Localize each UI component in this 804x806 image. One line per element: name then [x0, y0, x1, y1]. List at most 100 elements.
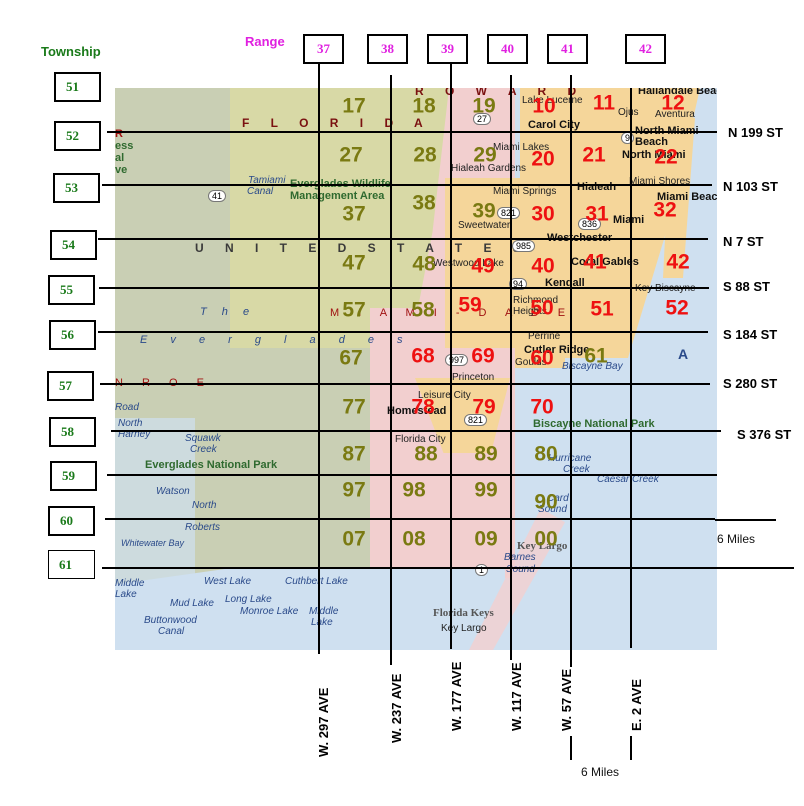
- section-19[interactable]: 19: [472, 94, 496, 118]
- range-line-38: [390, 75, 392, 665]
- section-10[interactable]: 10: [532, 94, 556, 118]
- section-00[interactable]: 00: [534, 527, 558, 551]
- section-68[interactable]: 68: [411, 344, 435, 368]
- section-07[interactable]: 07: [342, 527, 366, 551]
- range-box-40[interactable]: 40: [487, 34, 528, 64]
- range-box-37[interactable]: 37: [303, 34, 344, 64]
- label-carol-city: Carol City: [528, 119, 580, 131]
- label-ojus: Ojus: [618, 107, 639, 118]
- label-r: R: [115, 128, 123, 140]
- label-leisure-city: Leisure City: [418, 390, 471, 401]
- section-18[interactable]: 18: [412, 94, 436, 118]
- section-27[interactable]: 27: [339, 143, 363, 167]
- street-n-103: N 103 ST: [723, 179, 778, 194]
- section-78[interactable]: 78: [411, 395, 435, 419]
- section-58[interactable]: 58: [411, 298, 435, 322]
- range-box-42[interactable]: 42: [625, 34, 666, 64]
- section-21[interactable]: 21: [582, 143, 606, 167]
- avenue-w-177: W. 177 AVE: [449, 661, 464, 731]
- label-squawk-creek: Creek: [190, 444, 217, 455]
- range-box-41[interactable]: 41: [547, 34, 588, 64]
- section-09[interactable]: 09: [474, 527, 498, 551]
- section-50[interactable]: 50: [530, 296, 554, 320]
- section-52[interactable]: 52: [665, 296, 689, 320]
- section-12[interactable]: 12: [661, 91, 685, 115]
- township-box-51[interactable]: 51: [54, 72, 101, 102]
- section-98[interactable]: 98: [402, 478, 426, 502]
- section-89[interactable]: 89: [474, 442, 498, 466]
- section-90[interactable]: 90: [534, 490, 558, 514]
- label-sweetwater: Sweetwater: [458, 220, 511, 231]
- township-box-55[interactable]: 55: [48, 275, 95, 305]
- township-box-53[interactable]: 53: [53, 173, 100, 203]
- map-area[interactable]: F L O R I D A R O W A R D U N I T E D S …: [115, 88, 717, 650]
- township-box-60[interactable]: 60: [48, 506, 95, 536]
- label-buttonwood: Buttonwood: [144, 615, 197, 626]
- section-48[interactable]: 48: [412, 252, 436, 276]
- township-box-58[interactable]: 58: [49, 417, 96, 447]
- section-39[interactable]: 39: [472, 199, 496, 223]
- section-51[interactable]: 51: [590, 297, 614, 321]
- section-30[interactable]: 30: [531, 202, 555, 226]
- label-cuthbert-lake: Cuthbert Lake: [285, 576, 348, 587]
- section-20[interactable]: 20: [531, 147, 555, 171]
- section-32[interactable]: 32: [653, 198, 677, 222]
- section-99[interactable]: 99: [474, 478, 498, 502]
- section-60[interactable]: 60: [530, 346, 554, 370]
- label-canal: Canal: [247, 186, 274, 197]
- scale-line-horizontal: [715, 519, 776, 521]
- section-59[interactable]: 59: [458, 293, 482, 317]
- scale-label-horizontal: 6 Miles: [581, 765, 620, 779]
- section-57[interactable]: 57: [342, 298, 366, 322]
- route-shield: 821: [497, 207, 521, 219]
- section-28[interactable]: 28: [413, 143, 437, 167]
- section-49[interactable]: 49: [471, 254, 495, 278]
- label-hurricane: Hurricane: [548, 453, 591, 464]
- township-line-60: [105, 518, 715, 520]
- township-line-56: [98, 331, 708, 333]
- section-11[interactable]: 11: [592, 91, 616, 115]
- section-17[interactable]: 17: [342, 94, 366, 118]
- section-22[interactable]: 22: [654, 145, 678, 169]
- range-box-39[interactable]: 39: [427, 34, 468, 64]
- section-67[interactable]: 67: [339, 346, 363, 370]
- section-41[interactable]: 41: [583, 250, 607, 274]
- township-box-57[interactable]: 57: [47, 371, 94, 401]
- township-box-52[interactable]: 52: [54, 121, 101, 151]
- section-87[interactable]: 87: [342, 442, 366, 466]
- section-88[interactable]: 88: [414, 442, 438, 466]
- township-box-54[interactable]: 54: [50, 230, 97, 260]
- range-box-38[interactable]: 38: [367, 34, 408, 64]
- section-37[interactable]: 37: [342, 202, 366, 226]
- label-coral-gables: Coral Gables: [571, 256, 639, 268]
- section-79[interactable]: 79: [472, 395, 496, 419]
- label-al: al: [115, 152, 125, 164]
- section-29[interactable]: 29: [473, 143, 497, 167]
- township-box-61[interactable]: 61: [48, 550, 95, 579]
- section-40[interactable]: 40: [531, 254, 555, 278]
- section-70[interactable]: 70: [530, 395, 554, 419]
- section-42[interactable]: 42: [666, 250, 690, 274]
- label-cutler-ridge: Cutler Ridge: [524, 344, 590, 356]
- label-middle: Middle: [115, 578, 145, 589]
- section-77[interactable]: 77: [342, 395, 366, 419]
- section-97[interactable]: 97: [342, 478, 366, 502]
- section-47[interactable]: 47: [342, 251, 366, 275]
- section-38[interactable]: 38: [412, 191, 436, 215]
- section-08[interactable]: 08: [402, 527, 426, 551]
- label-perrine: Perrine: [528, 331, 561, 342]
- route-shield: 997: [445, 354, 469, 366]
- label-biscayne-national-park: Biscayne National Park: [533, 418, 655, 430]
- range-line-41: [570, 75, 572, 667]
- section-61[interactable]: 61: [584, 344, 608, 368]
- township-box-56[interactable]: 56: [49, 320, 96, 350]
- section-80[interactable]: 80: [534, 442, 558, 466]
- township-box-59[interactable]: 59: [50, 461, 97, 491]
- label-princeton: Princeton: [452, 372, 495, 383]
- label-everglades-national-park: Everglades National Park: [145, 459, 278, 471]
- label-tamiami: Tamiami: [248, 175, 286, 186]
- label-barnes-sound: Sound: [506, 564, 535, 575]
- section-31[interactable]: 31: [585, 202, 609, 226]
- section-69[interactable]: 69: [471, 344, 495, 368]
- label-watson: Watson: [156, 486, 190, 497]
